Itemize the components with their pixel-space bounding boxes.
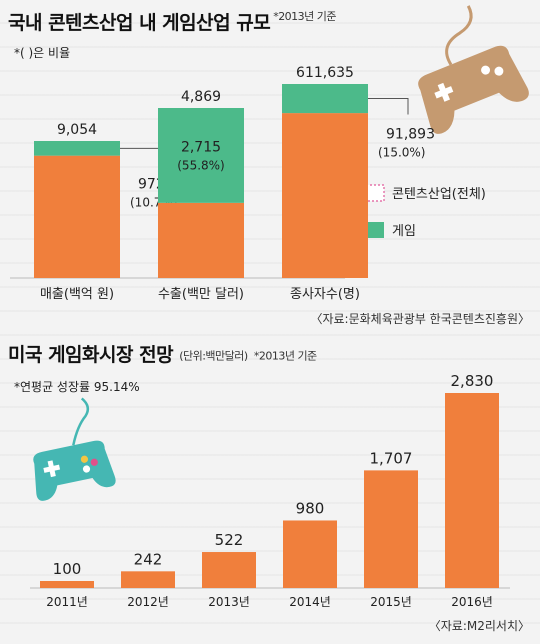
category-label-4: 2015년 xyxy=(370,595,412,609)
game-ratio-label-2: (15.0%) xyxy=(378,146,425,160)
chart1-title: 국내 콘텐츠산업 내 게임산업 규모 *2013년 기준 xyxy=(8,10,337,34)
chart1-source: 〈자료:문화체육관광부 한국콘텐츠진흥원〉 xyxy=(310,312,530,326)
chart1-title-note: *2013년 기준 xyxy=(273,10,337,23)
bar-0 xyxy=(40,581,94,588)
callout-line-0 xyxy=(120,147,161,165)
bar-game-2 xyxy=(282,84,368,114)
bar-5 xyxy=(445,393,499,588)
chart1-legend: 콘텐츠산업(전체) 게임 xyxy=(361,184,486,239)
total-label-2: 611,635 xyxy=(296,65,354,81)
bar-3 xyxy=(283,520,337,588)
legend-label-game: 게임 xyxy=(392,224,416,239)
bar-1 xyxy=(121,571,175,588)
value-label-1: 242 xyxy=(134,550,163,568)
bar-game-0 xyxy=(34,141,120,156)
category-label-1: 수출(백만 달러) xyxy=(158,287,244,302)
total-label-1: 4,869 xyxy=(181,89,221,105)
gamepad-icon xyxy=(33,397,116,501)
bar-total-0 xyxy=(34,155,120,278)
game-label-2: 91,893 xyxy=(386,127,435,143)
chart2-svg: 100 2011년 242 2012년 522 2013년 980 2014년 1,707 201… xyxy=(30,372,530,633)
chart2-title-note: *2013년 기준 xyxy=(253,349,317,363)
gamepad-icon xyxy=(418,5,529,134)
bar-total-1 xyxy=(158,202,244,278)
bar-total-2 xyxy=(282,113,368,278)
legend-label-total: 콘텐츠산업(전체) xyxy=(392,187,486,202)
game-label-1: 2,715 xyxy=(181,139,221,155)
chart2-source: 〈자료:M2리서치〉 xyxy=(429,619,530,633)
category-label-0: 매출(백억 원) xyxy=(40,287,114,302)
category-label-1: 2012년 xyxy=(127,595,169,609)
callout-line-2 xyxy=(368,98,409,115)
chart2-unit-note: (단위:백만달러) xyxy=(179,349,248,363)
category-label-0: 2011년 xyxy=(46,595,88,609)
value-label-3: 980 xyxy=(296,499,325,517)
bar-2 xyxy=(202,552,256,588)
value-label-2: 522 xyxy=(215,531,244,549)
growth-note: *연평균 성장률 95.14% xyxy=(14,380,140,394)
value-label-5: 2,830 xyxy=(451,372,494,390)
bar-4 xyxy=(364,470,418,588)
ratio-note: *( )은 비율 xyxy=(14,46,71,60)
category-label-2: 2013년 xyxy=(208,595,250,609)
chart2-title: 미국 게임화시장 전망 (단위:백만달러) *2013년 기준 xyxy=(8,344,317,366)
value-label-4: 1,707 xyxy=(370,449,413,467)
category-label-5: 2016년 xyxy=(451,595,493,609)
category-label-3: 2014년 xyxy=(289,595,331,609)
game-ratio-label-1: (55.8%) xyxy=(177,158,224,172)
value-label-0: 100 xyxy=(53,560,82,578)
category-label-2: 종사자수(명) xyxy=(290,287,360,302)
bar-game-1 xyxy=(158,108,244,203)
total-label-0: 9,054 xyxy=(57,122,97,138)
